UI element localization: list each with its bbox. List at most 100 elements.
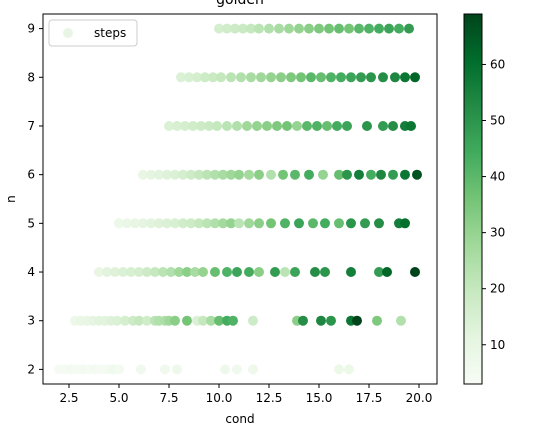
data-point (404, 23, 414, 34)
data-point (248, 364, 258, 375)
data-point (344, 364, 354, 375)
data-point (210, 218, 220, 229)
data-point (134, 267, 144, 277)
data-point (406, 121, 416, 131)
data-point (412, 169, 422, 180)
data-point (324, 23, 334, 34)
data-point (290, 169, 300, 180)
data-point (134, 315, 144, 326)
data-point (264, 23, 274, 34)
data-point (334, 218, 344, 229)
data-point (174, 267, 184, 277)
data-point (136, 364, 146, 375)
y-tick-label: 8 (27, 70, 35, 84)
data-point (222, 121, 232, 131)
x-tick-label: 10.0 (206, 391, 233, 405)
data-point (390, 72, 400, 83)
data-point (182, 267, 192, 277)
data-point (364, 23, 374, 34)
data-point (234, 218, 244, 229)
colorbar-ticks: 10 20 30 40 50 60 (482, 57, 505, 352)
data-point (244, 218, 254, 229)
data-point (342, 169, 352, 180)
data-point (334, 23, 344, 34)
data-point (372, 315, 382, 326)
data-point (190, 267, 200, 277)
data-point (210, 169, 220, 180)
data-point (278, 169, 288, 180)
data-point (192, 72, 202, 83)
data-point (400, 72, 410, 83)
data-point (318, 169, 328, 180)
data-point (112, 315, 122, 326)
y-tick-label: 3 (27, 314, 35, 328)
data-point (322, 121, 332, 131)
data-point (344, 23, 354, 34)
data-point (360, 218, 370, 229)
data-point (118, 267, 128, 277)
x-tick-label: 2.5 (59, 391, 78, 405)
y-tick-label: 2 (27, 362, 35, 376)
data-point (354, 169, 364, 180)
data-point (170, 218, 180, 229)
data-point (166, 267, 176, 277)
x-ticks: 2.5 5.0 7.5 10.0 12.5 15.0 17.5 20.0 (59, 384, 432, 405)
data-point (308, 218, 318, 229)
data-point (326, 72, 336, 83)
data-point (218, 218, 228, 229)
data-point (150, 267, 160, 277)
data-point (242, 121, 252, 131)
data-point (304, 23, 314, 34)
chart-title: golden (216, 0, 264, 8)
data-point (234, 169, 244, 180)
data-point (188, 121, 198, 131)
data-point (176, 72, 186, 83)
data-point (394, 23, 404, 34)
data-point (158, 267, 168, 277)
data-point (366, 72, 376, 83)
data-point (316, 72, 326, 83)
data-point (232, 267, 242, 277)
data-point (202, 169, 212, 180)
data-point (306, 72, 316, 83)
data-point (276, 72, 286, 83)
data-point (252, 121, 262, 131)
data-point (270, 267, 280, 277)
data-point (222, 23, 232, 34)
data-point (172, 121, 182, 131)
data-point (326, 315, 336, 326)
data-point (126, 267, 136, 277)
data-point (122, 218, 132, 229)
data-point (254, 23, 264, 34)
data-point (226, 72, 236, 83)
data-point (202, 218, 212, 229)
data-point (244, 169, 254, 180)
data-point (280, 267, 290, 277)
y-tick-label: 9 (27, 22, 35, 36)
data-point (208, 72, 218, 83)
data-point (138, 218, 148, 229)
legend-box (48, 19, 138, 47)
data-point (346, 72, 356, 83)
data-point (254, 267, 264, 277)
data-point (214, 315, 224, 326)
data-point (232, 121, 242, 131)
data-point (102, 267, 112, 277)
x-tick-label: 12.5 (256, 391, 283, 405)
data-point (310, 267, 320, 277)
data-point (262, 121, 272, 131)
legend-marker (63, 28, 73, 38)
y-tick-label: 7 (27, 119, 35, 133)
data-point (374, 23, 384, 34)
data-point (214, 23, 224, 34)
colorbar-tick-label: 50 (490, 114, 505, 128)
data-point (244, 267, 254, 277)
data-point (274, 23, 284, 34)
data-point (272, 121, 282, 131)
data-point (94, 267, 104, 277)
data-point (336, 72, 346, 83)
data-point (232, 364, 242, 375)
data-point (312, 121, 322, 131)
y-ticks: 2 3 4 5 6 7 8 9 (27, 22, 43, 376)
